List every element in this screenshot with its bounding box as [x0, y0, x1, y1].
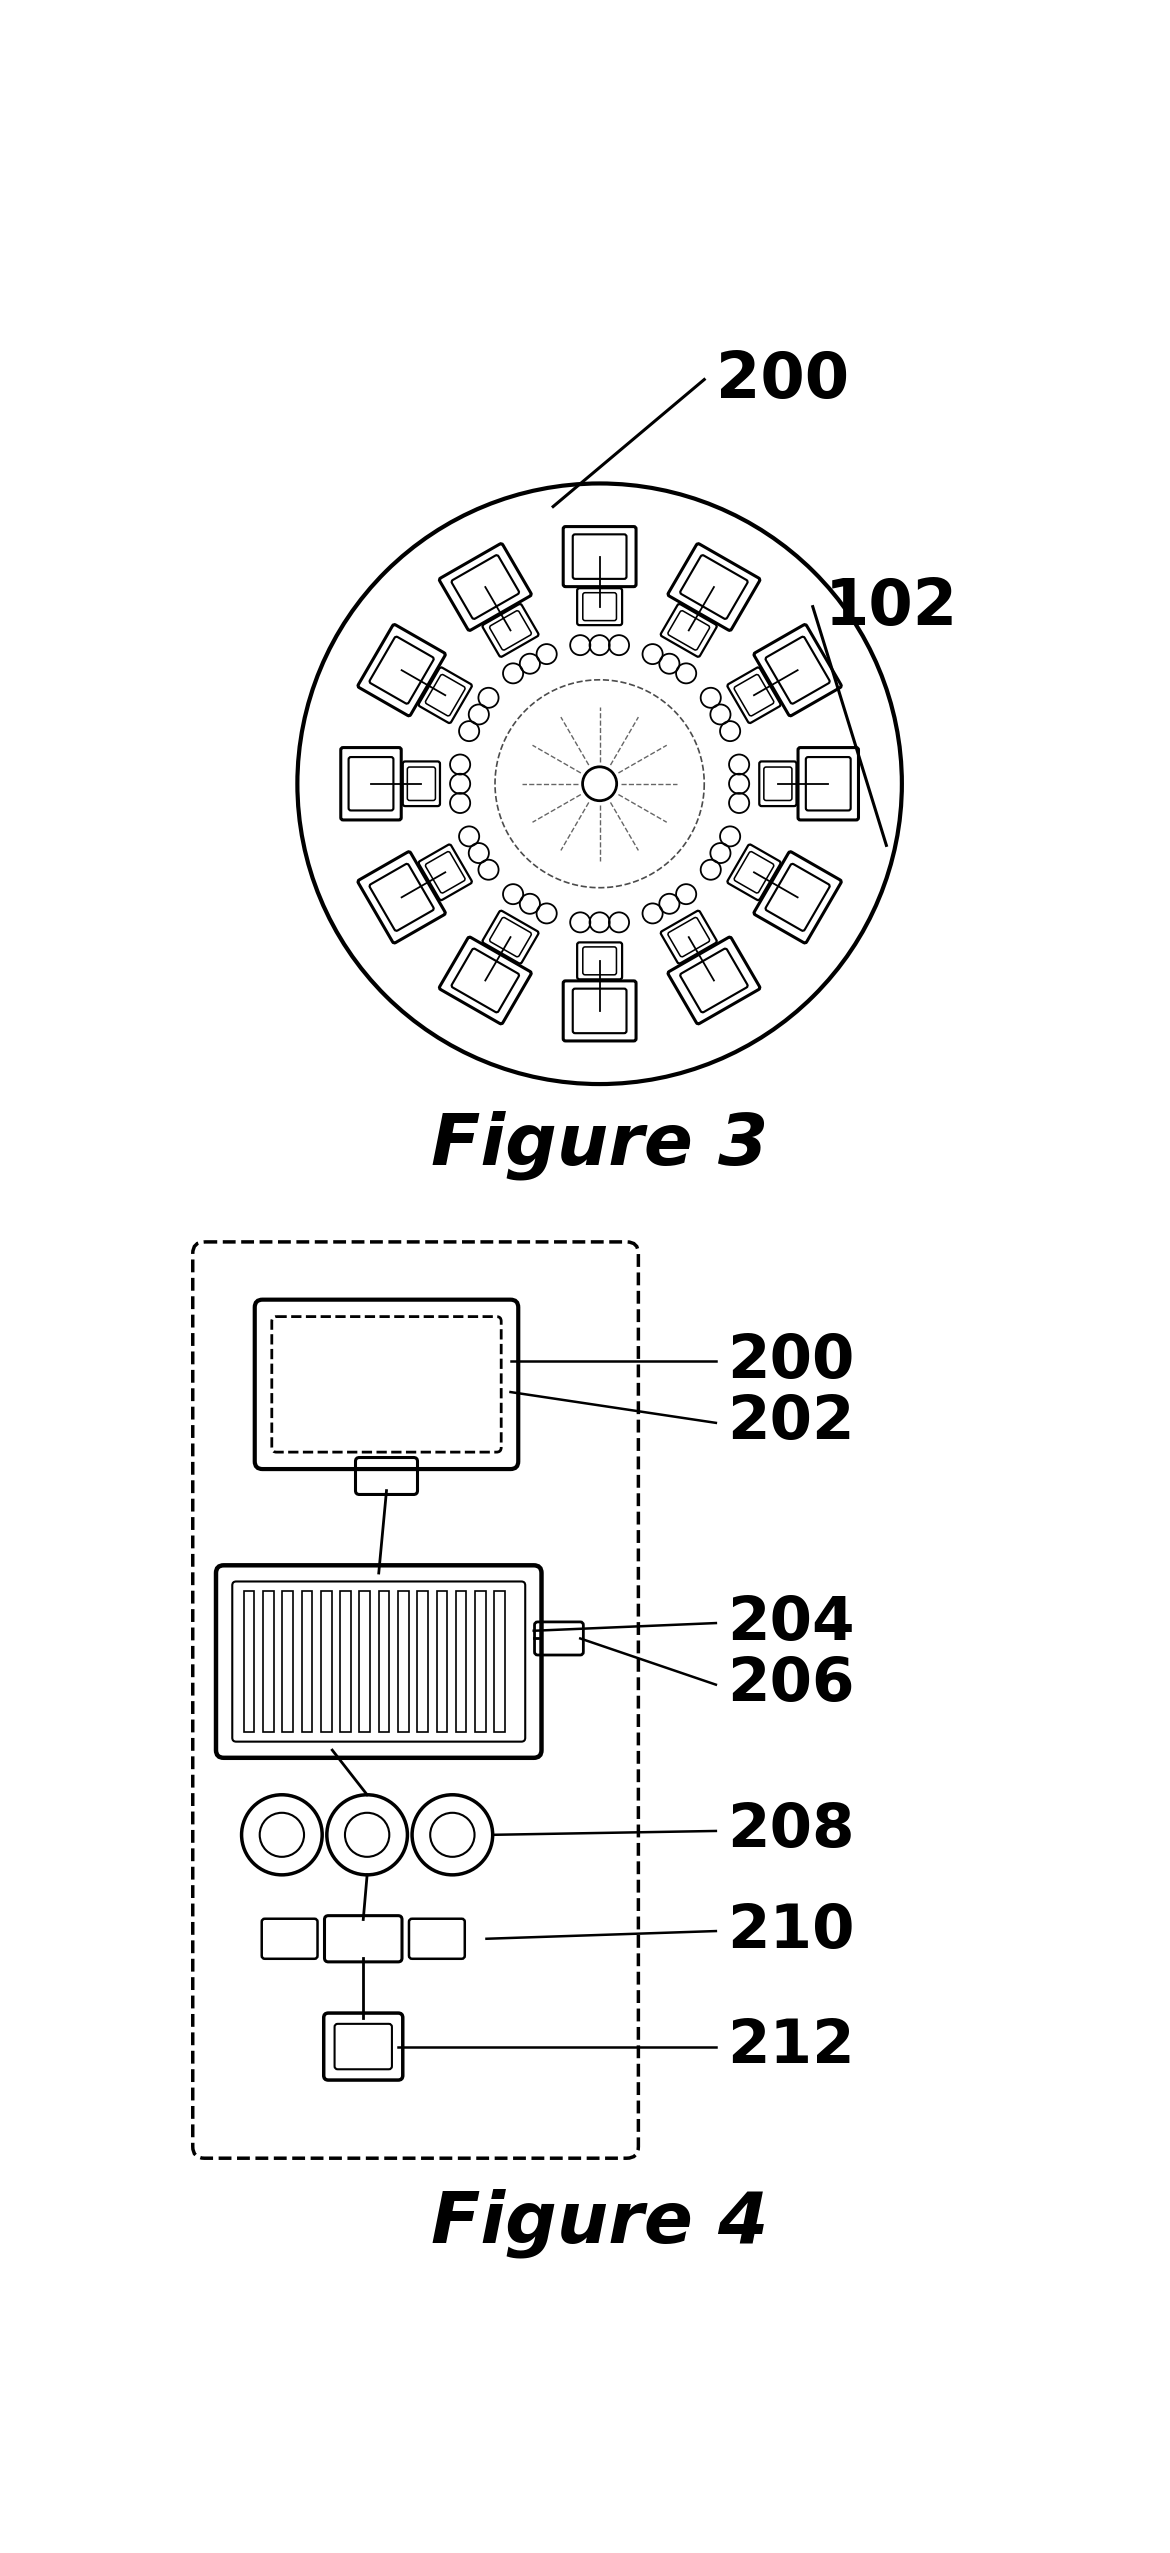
Bar	[436, 1591, 447, 1731]
Bar	[398, 1591, 408, 1731]
Bar	[321, 1591, 331, 1731]
Bar	[340, 1591, 351, 1731]
Bar	[475, 1591, 486, 1731]
Bar	[418, 1591, 428, 1731]
Bar	[243, 1591, 255, 1731]
Bar	[302, 1591, 312, 1731]
Text: 212: 212	[728, 2017, 855, 2076]
Bar	[456, 1591, 467, 1731]
Text: 200: 200	[716, 350, 849, 411]
Text: 202: 202	[728, 1394, 855, 1453]
Bar	[379, 1591, 390, 1731]
Text: 206: 206	[728, 1654, 855, 1713]
Bar	[263, 1591, 274, 1731]
Bar	[359, 1591, 370, 1731]
Bar	[282, 1591, 292, 1731]
Bar	[495, 1591, 505, 1731]
Text: Figure 3: Figure 3	[431, 1111, 769, 1179]
Text: 204: 204	[728, 1593, 855, 1652]
Text: 200: 200	[728, 1333, 855, 1391]
Text: 102: 102	[825, 574, 957, 638]
Text: Figure 4: Figure 4	[431, 2188, 769, 2259]
Text: 208: 208	[728, 1802, 855, 1861]
Text: 210: 210	[728, 1902, 855, 1961]
